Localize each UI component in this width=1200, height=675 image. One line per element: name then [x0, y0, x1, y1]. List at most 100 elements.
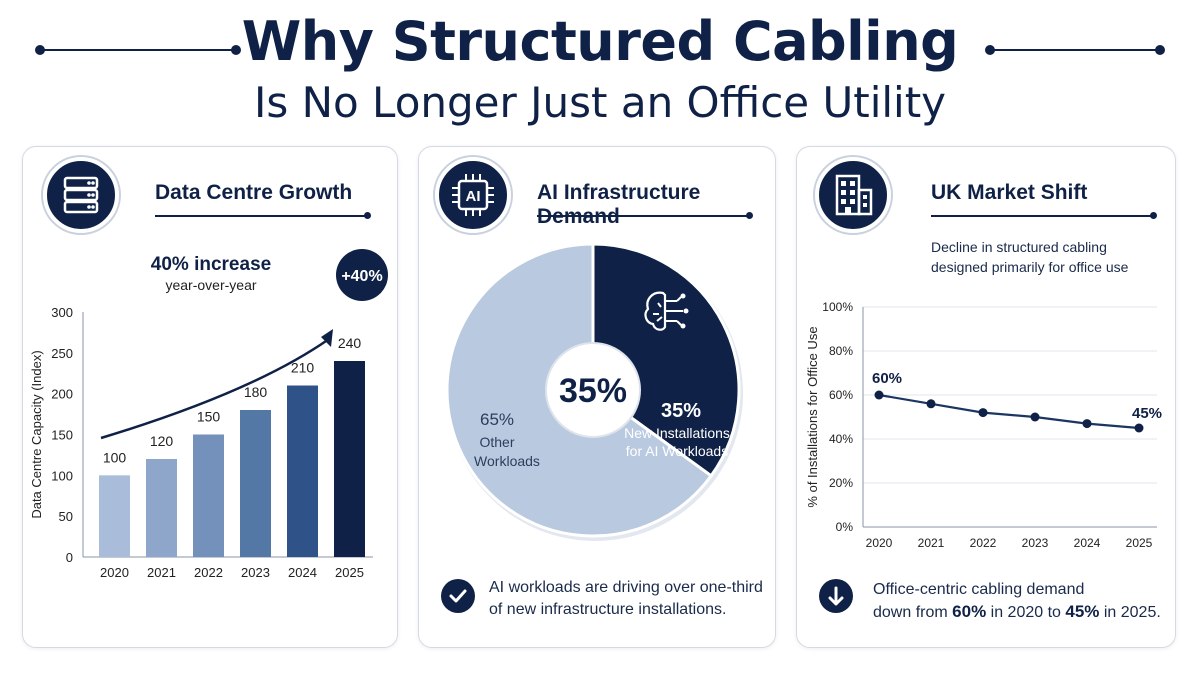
- y-tick-label: 40%: [829, 432, 853, 446]
- y-tick-label: 50: [59, 509, 73, 524]
- x-tick-label: 2022: [194, 565, 223, 580]
- title-rule: [537, 212, 753, 219]
- ai-slice-label: New Installations: [624, 425, 730, 441]
- circuit-node: [680, 323, 686, 329]
- bar: [146, 459, 177, 557]
- data-point: [1030, 412, 1040, 422]
- x-tick-label: 2021: [918, 536, 945, 550]
- data-point: [1082, 419, 1092, 429]
- brain-folds: [653, 302, 663, 322]
- x-tick-label: 2025: [1126, 536, 1153, 550]
- y-tick-label: 150: [51, 428, 73, 443]
- pie-center: [545, 342, 641, 438]
- other-slice-label: Workloads: [474, 453, 540, 469]
- x-tick-label: 2024: [288, 565, 317, 580]
- page-title: Why Structured Cabling: [241, 10, 959, 73]
- panel-data-centre-growth: Data Centre Growth 0 50 100 150 200 250 300 Dat…: [22, 146, 398, 648]
- x-tick-label: 2020: [866, 536, 893, 550]
- y-tick-label: 60%: [829, 388, 853, 402]
- arrow-down-icon: [819, 579, 853, 613]
- x-tick-label: 2023: [1022, 536, 1049, 550]
- pie-slice: [591, 242, 741, 478]
- description-line: designed primarily for office use: [931, 259, 1129, 275]
- server-icon: [43, 157, 119, 233]
- y-tick-label: 20%: [829, 476, 853, 490]
- bar-data-label: 240: [338, 335, 362, 351]
- panel-ai-infrastructure-demand: AI AI Infrastructure Demand 35% 35% New In…: [418, 146, 776, 648]
- note-text: down from: [873, 604, 948, 621]
- ai-note: AI workloads are driving over one-third …: [489, 577, 763, 621]
- increase-sublabel: year-over-year: [165, 277, 256, 293]
- panel-uk-market-shift: UK Market Shift Decline in structured ca…: [796, 146, 1176, 648]
- line-chart: 0% 20% 40% 60% 80% 100%% of Installations for…: [805, 300, 1162, 550]
- market-note: Office-centric cabling demand down from …: [873, 579, 1161, 624]
- data-point: [926, 399, 936, 409]
- bar-data-label: 180: [244, 384, 268, 400]
- y-tick-label: 100: [51, 468, 73, 483]
- y-axis-label: Data Centre Capacity (Index): [29, 350, 44, 518]
- bar-data-label: 100: [103, 449, 127, 465]
- note-line: Office-centric cabling demand: [873, 581, 1085, 598]
- panel-title: AI Infrastructure Demand: [537, 181, 701, 228]
- circuit-node: [680, 293, 686, 299]
- panel-title: Data Centre Growth: [155, 181, 353, 204]
- note-value-end: 45%: [1065, 602, 1100, 621]
- description-line: Decline in structured cabling: [931, 239, 1107, 255]
- building-icon: [815, 157, 891, 233]
- growth-arrow-head: [321, 329, 333, 347]
- end-value-label: 45%: [1132, 405, 1162, 422]
- y-axis-label: % of Installations for Office Use: [805, 326, 820, 507]
- note-text: in 2025.: [1103, 604, 1161, 621]
- x-tick-label: 2020: [100, 565, 129, 580]
- bar: [193, 434, 224, 557]
- data-point: [874, 390, 884, 400]
- series-line: [878, 393, 1140, 430]
- x-tick-label: 2021: [147, 565, 176, 580]
- y-tick-label: 100%: [822, 300, 853, 314]
- bar: [334, 361, 365, 557]
- title-decoration-right: [985, 45, 1165, 55]
- panel-description: Decline in structured cabling designed p…: [931, 237, 1128, 277]
- panel-title: UK Market Shift: [931, 181, 1088, 204]
- title-rule: [931, 212, 1157, 219]
- ai-slice-label: for AI Workloads: [626, 443, 728, 459]
- x-tick-label: 2023: [241, 565, 270, 580]
- note-value-start: 60%: [952, 602, 987, 621]
- bar: [99, 475, 130, 557]
- data-point: [978, 408, 988, 418]
- other-slice-percent: 65%: [480, 410, 514, 429]
- x-tick-label: 2025: [335, 565, 364, 580]
- x-tick-label: 2024: [1074, 536, 1101, 550]
- data-point: [1134, 423, 1144, 433]
- bar-data-label: 210: [291, 360, 315, 376]
- x-tick-label: 2022: [970, 536, 997, 550]
- title-rule: [155, 212, 371, 219]
- other-slice-label: Other: [479, 434, 514, 450]
- pie-center-label: 35%: [559, 372, 627, 410]
- ai-slice-percent: 35%: [661, 400, 701, 422]
- bar-data-label: 120: [150, 433, 174, 449]
- circuit-node: [683, 308, 689, 314]
- check-icon: [441, 579, 475, 613]
- brain-icon: [644, 291, 689, 331]
- note-line: of new infrastructure installations.: [489, 601, 727, 618]
- growth-badge: [336, 249, 388, 301]
- growth-arrow: [100, 337, 330, 440]
- ai-chip-icon: AI: [435, 157, 511, 233]
- y-tick-label: 300: [51, 305, 73, 320]
- circuit-lines: [665, 296, 683, 326]
- y-tick-label: 0%: [836, 520, 854, 534]
- bar-data-label: 150: [197, 409, 221, 425]
- bar-chart: 0 50 100 150 200 250 300 Data Centre Capacity (…: [29, 249, 388, 580]
- svg-text:AI: AI: [466, 188, 481, 205]
- start-value-label: 60%: [872, 370, 902, 387]
- brain-shape: [644, 291, 667, 331]
- note-line: AI workloads are driving over one-third: [489, 579, 763, 596]
- growth-badge-label: +40%: [341, 268, 382, 285]
- note-text: in 2020 to: [990, 604, 1061, 621]
- page-subtitle: Is No Longer Just an Office Utility: [253, 78, 947, 127]
- y-tick-label: 200: [51, 387, 73, 402]
- bar: [240, 410, 271, 557]
- title-decoration-left: [35, 45, 241, 55]
- pie-chart: 35% 35% New Installations for AI Workloads 6…: [445, 242, 743, 541]
